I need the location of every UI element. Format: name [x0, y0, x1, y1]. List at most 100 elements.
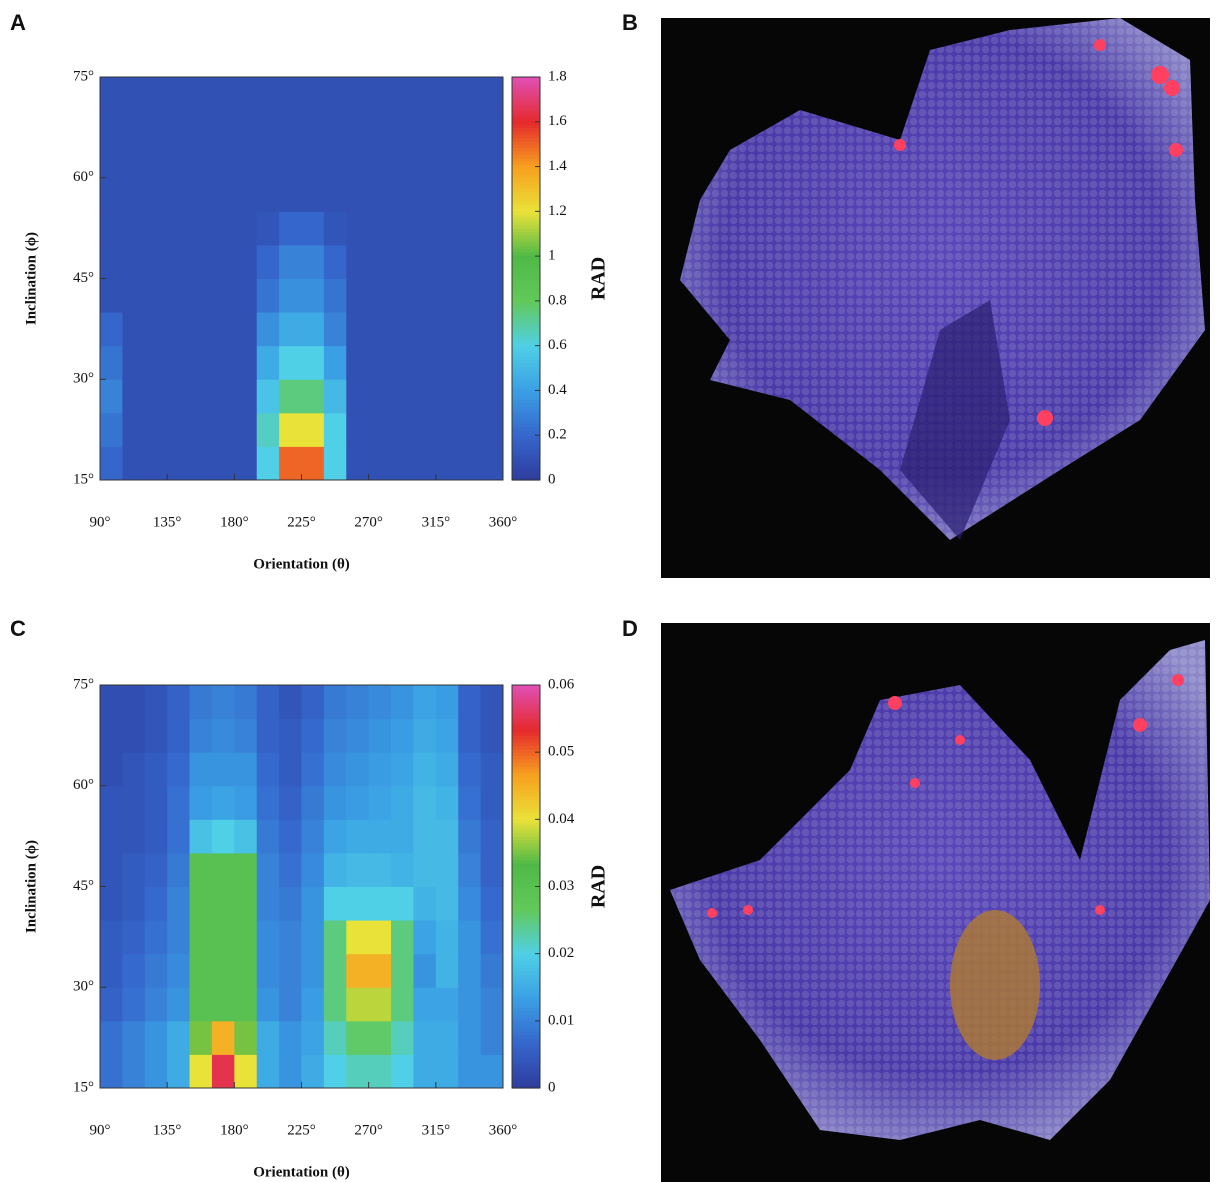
heatmap-cell: [323, 785, 347, 820]
colorbar-band: [512, 1010, 540, 1015]
heatmap-cell: [122, 718, 146, 753]
heatmap-cell: [144, 177, 168, 212]
colorbar-band: [512, 140, 540, 145]
heatmap-cell: [167, 852, 191, 887]
heatmap-cell: [435, 1054, 459, 1089]
heatmap-cell: [301, 110, 325, 145]
colorbar-band: [512, 372, 540, 377]
heatmap-cell: [323, 244, 347, 279]
heatmap-cell: [100, 1020, 123, 1055]
heatmap-cell: [279, 446, 302, 481]
colorbar-band: [512, 839, 540, 844]
heatmap-cell: [346, 211, 370, 246]
heatmap-cell: [435, 852, 459, 887]
colorbar-band: [512, 345, 540, 350]
colorbar-band: [512, 762, 540, 767]
colorbar-band: [512, 184, 540, 189]
heatmap-cell: [458, 345, 482, 380]
heatmap-cell: [458, 685, 482, 720]
heatmap-cell: [279, 1020, 302, 1055]
x-tick-label: 225°: [287, 1122, 316, 1138]
colorbar-tick-label: 0.8: [548, 292, 567, 308]
heatmap-cell: [458, 1020, 482, 1055]
colorbar-tick-label: 0.06: [548, 676, 575, 692]
heatmap-cell: [144, 987, 168, 1022]
colorbar-band: [512, 856, 540, 861]
heatmap-cell: [122, 345, 146, 380]
heatmap-cell: [346, 852, 370, 887]
heatmap-cell: [211, 312, 235, 347]
heatmap-cell: [279, 110, 302, 145]
colorbar-tick-label: 1: [548, 248, 556, 264]
colorbar-band: [512, 328, 540, 333]
colorbar-band: [512, 980, 540, 985]
colorbar-tick-label: 1.6: [548, 113, 567, 129]
colorbar-band: [512, 90, 540, 95]
heatmap-cell: [435, 685, 459, 720]
heatmap-cell: [167, 244, 191, 279]
heatmap-cell: [167, 752, 191, 787]
heatmap-cell: [211, 77, 235, 112]
heatmap-cell: [413, 77, 437, 112]
colorbar-band: [512, 792, 540, 797]
heatmap-cell: [391, 852, 414, 887]
colorbar-band: [512, 920, 540, 925]
heatmap-cell: [368, 177, 392, 212]
heatmap-cell: [413, 785, 437, 820]
heatmap-cell: [458, 987, 482, 1022]
heatmap-cell: [100, 312, 123, 347]
heatmap-cell: [189, 244, 213, 279]
colorbar-band: [512, 950, 540, 955]
heatmap-cell: [234, 920, 258, 955]
heatmap-cell: [301, 819, 325, 854]
colorbar-band: [512, 204, 540, 209]
heatmap-cell: [256, 379, 280, 414]
heatmap-cell: [413, 1054, 437, 1089]
colorbar-band: [512, 164, 540, 169]
heatmap-cell: [301, 77, 325, 112]
panel-label: B: [622, 10, 638, 35]
heatmap-cell: [256, 953, 280, 988]
colorbar-band: [512, 926, 540, 931]
heatmap-cell: [122, 177, 146, 212]
heatmap-cell: [346, 987, 370, 1022]
heatmap-cell: [301, 244, 325, 279]
heatmap-cell: [122, 446, 146, 481]
colorbar-tick-label: 1.8: [548, 68, 567, 84]
colorbar-band: [512, 1054, 540, 1059]
heatmap-cell: [100, 785, 123, 820]
colorbar-band: [512, 795, 540, 800]
heatmap-cell: [346, 752, 370, 787]
colorbar-band: [512, 987, 540, 992]
heatmap-cell: [100, 987, 123, 1022]
heatmap-cell: [167, 718, 191, 753]
heatmap-cell: [100, 920, 123, 955]
heatmap-cell: [256, 312, 280, 347]
heatmap-cell: [144, 886, 168, 921]
heatmap-cell: [279, 244, 302, 279]
colorbar-band: [512, 799, 540, 804]
y-tick-label: 15°: [73, 471, 94, 487]
colorbar-band: [512, 127, 540, 132]
heatmap-cell: [167, 920, 191, 955]
colorbar-band: [512, 207, 540, 212]
heatmap-cell: [323, 312, 347, 347]
heatmap-cell: [256, 412, 280, 447]
colorbar-band: [512, 315, 540, 320]
heatmap-cell: [480, 77, 504, 112]
colorbar-band: [512, 349, 540, 353]
heatmap-cell: [256, 446, 280, 481]
heatmap-cell: [301, 211, 325, 246]
heatmap-cell: [323, 177, 347, 212]
heatmap-cell: [368, 446, 392, 481]
heatmap-cell: [167, 819, 191, 854]
heatmap-cell: [100, 752, 123, 787]
colorbar-band: [512, 449, 540, 454]
heatmap-cell: [189, 412, 213, 447]
colorbar-band: [512, 439, 540, 444]
heatmap-cell: [323, 852, 347, 887]
colorbar-band: [512, 940, 540, 945]
colorbar-band: [512, 1084, 540, 1089]
colorbar-band: [512, 738, 540, 743]
heatmap-cell: [323, 379, 347, 414]
